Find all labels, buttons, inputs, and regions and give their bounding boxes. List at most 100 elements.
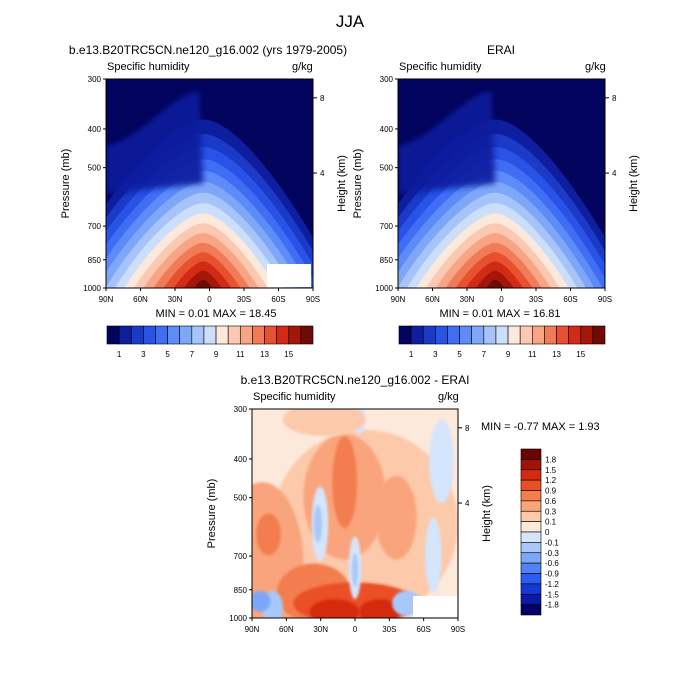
colorbar-label: 0.3: [545, 507, 557, 516]
colorbar-swatch: [130, 325, 144, 345]
colorbar-swatch: [568, 325, 582, 345]
colorbar-swatch: [531, 325, 545, 345]
colorbar-swatch: [435, 325, 448, 345]
colorbar-swatch: [520, 469, 542, 481]
panel-1-field: [106, 79, 313, 288]
x-tick-label: 90N: [391, 295, 406, 304]
colorbar-swatch: [203, 325, 217, 345]
colorbar-swatch: [520, 479, 542, 491]
y-tick-label: 1000: [229, 614, 247, 623]
colorbar-label: -1.2: [545, 580, 559, 589]
colorbar-label: 3: [141, 350, 146, 359]
colorbar-label: 15: [284, 350, 293, 359]
y-tick-label: 500: [380, 164, 394, 173]
colorbar-swatch: [264, 325, 277, 345]
x-tick-label: 30S: [237, 295, 251, 304]
panel-2-subtitle: Specific humidity: [399, 61, 482, 73]
colorbar-swatch: [398, 325, 412, 345]
difference-contour: [429, 419, 454, 504]
y-axis-label: Pressure (mb): [60, 149, 72, 219]
y-tick-label: 700: [380, 222, 394, 231]
colorbar-swatch: [520, 552, 542, 564]
panel-2-title: ERAI: [486, 43, 516, 57]
colorbar-swatch: [447, 325, 460, 345]
x-tick-label: 60S: [271, 295, 285, 304]
colorbar-label: 5: [457, 350, 462, 359]
colorbar-label: 0: [545, 528, 550, 537]
difference-contour: [351, 553, 359, 587]
colorbar-swatch: [252, 325, 265, 345]
colorbar-swatch: [143, 325, 156, 345]
difference-contour: [375, 475, 417, 560]
colorbar-swatch: [191, 325, 205, 345]
panel-1-stats: MIN = 0.01 MAX = 18.45: [155, 308, 277, 320]
colorbar-swatch: [227, 325, 241, 345]
colorbar-swatch: [519, 325, 533, 345]
colorbar-swatch: [520, 604, 542, 616]
colorbar-swatch: [422, 325, 436, 345]
colorbar-label: 7: [190, 350, 195, 359]
humidity-contour: [184, 270, 222, 288]
x-tick-label: 90N: [99, 295, 114, 304]
x-tick-label: 30N: [168, 295, 183, 304]
y-tick-label: 1000: [375, 284, 393, 293]
colorbar-swatch: [410, 325, 424, 345]
colorbar-swatch: [544, 325, 557, 345]
colorbar-swatch: [592, 325, 606, 345]
humidity-contour: [194, 279, 213, 288]
colorbar-label: 1.5: [545, 466, 557, 475]
colorbar-label: -0.1: [545, 538, 559, 547]
panel-3-stats: MIN = -0.77 MAX = 1.93: [481, 421, 600, 433]
colorbar-swatch: [520, 490, 542, 502]
colorbar-label: 0.9: [545, 487, 557, 496]
colorbar-swatch: [483, 325, 497, 345]
colorbar-swatch: [520, 593, 542, 605]
x-tick-label: 60S: [563, 295, 577, 304]
y2-tick-label: 4: [612, 169, 617, 178]
colorbar-label: -0.6: [545, 559, 559, 568]
y-tick-label: 500: [234, 494, 248, 503]
y-tick-label: 700: [234, 552, 248, 561]
figure-title: JJA: [335, 12, 365, 31]
difference-contour: [252, 590, 271, 612]
difference-contour: [425, 517, 442, 593]
colorbar-label: 13: [552, 350, 561, 359]
colorbar-swatch: [520, 583, 542, 595]
humidity-contour: [476, 270, 514, 288]
colorbar-label: 11: [528, 350, 537, 359]
panel-2-units: g/kg: [585, 61, 606, 73]
colorbar-swatch: [495, 325, 509, 345]
y2-tick-label: 8: [320, 94, 325, 103]
colorbar-label: 5: [165, 350, 170, 359]
x-tick-label: 90S: [306, 295, 320, 304]
colorbar-swatch: [459, 325, 473, 345]
x-tick-label: 30S: [529, 295, 543, 304]
colorbar-swatch: [520, 448, 542, 460]
colorbar-swatch: [106, 325, 120, 345]
x-tick-label: 30N: [313, 625, 328, 634]
colorbar-swatch: [556, 325, 569, 345]
difference-contour: [309, 599, 360, 618]
x-tick-label: 90S: [451, 625, 465, 634]
colorbar-label: -0.3: [545, 549, 559, 558]
difference-contour: [359, 599, 401, 618]
panel-1-title: b.e13.B20TRC5CN.ne120_g16.002 (yrs 1979-…: [68, 43, 348, 57]
colorbar-swatch: [520, 459, 542, 471]
x-tick-label: 60N: [425, 295, 440, 304]
colorbar-swatch: [520, 521, 542, 533]
colorbar-swatch: [520, 510, 542, 522]
colorbar-swatch: [215, 325, 229, 345]
x-tick-label: 60S: [417, 625, 431, 634]
colorbar-label: 13: [260, 350, 269, 359]
colorbar-label: 9: [214, 350, 219, 359]
colorbar-swatch: [580, 325, 594, 345]
difference-contour: [256, 513, 281, 556]
colorbar-swatch: [118, 325, 132, 345]
colorbar-swatch: [520, 500, 542, 512]
panel-1-units: g/kg: [292, 61, 313, 73]
y-tick-label: 300: [234, 405, 248, 414]
colorbar-label: 1: [409, 350, 414, 359]
y-tick-label: 300: [88, 75, 102, 84]
colorbar-swatch: [507, 325, 521, 345]
